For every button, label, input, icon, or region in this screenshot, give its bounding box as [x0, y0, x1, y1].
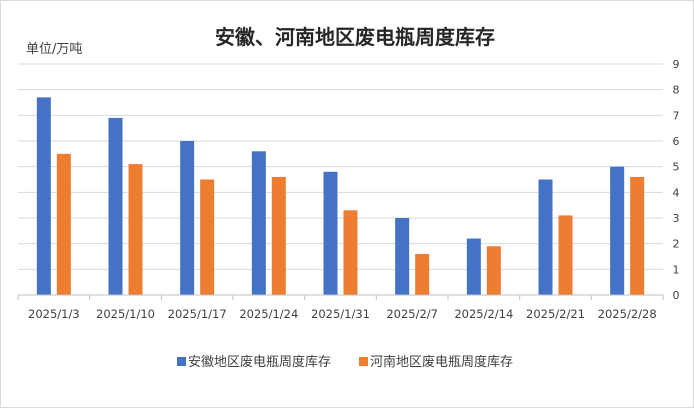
bars	[36, 97, 645, 296]
bar	[128, 164, 143, 295]
bar	[630, 176, 645, 295]
y-tick-label: 7	[673, 109, 680, 122]
bar	[538, 179, 553, 295]
x-tick-label: 2025/1/17	[168, 307, 227, 321]
legend: 安徽地区废电瓶周度库存 河南地区废电瓶周度库存	[177, 354, 513, 370]
x-tick-label: 2025/2/28	[598, 307, 657, 321]
bar	[610, 166, 625, 295]
bar	[486, 246, 501, 295]
bar	[56, 153, 71, 295]
unit-label: 单位/万吨	[26, 42, 82, 57]
bar	[466, 238, 481, 295]
y-tick-label: 3	[673, 212, 680, 225]
bar	[343, 210, 358, 295]
bar	[180, 141, 195, 295]
bar	[558, 215, 573, 295]
y-tick-label: 8	[673, 84, 680, 97]
x-tick-label: 2025/2/14	[454, 307, 513, 321]
y-axis-ticks: 0 1 2 3 4 5 6 7 8 9	[673, 58, 680, 302]
x-tick-label: 2025/2/7	[386, 307, 438, 321]
y-tick-label: 9	[673, 58, 680, 71]
chart-title: 安徽、河南地区废电瓶周度库存	[215, 25, 495, 49]
bar	[271, 176, 286, 295]
y-tick-label: 5	[673, 161, 680, 174]
gridlines	[18, 63, 663, 270]
bar	[323, 171, 338, 295]
y-tick-label: 0	[673, 289, 680, 302]
x-tick-label: 2025/1/10	[96, 307, 155, 321]
bar	[200, 179, 215, 295]
x-tick-label: 2025/2/21	[526, 307, 585, 321]
x-tick-label: 2025/1/31	[311, 307, 370, 321]
x-axis-labels: 2025/1/3 2025/1/10 2025/1/17 2025/1/24 2025/…	[28, 307, 657, 321]
y-tick-label: 1	[673, 263, 680, 276]
legend-label: 河南地区废电瓶周度库存	[370, 354, 513, 370]
x-tick-label: 2025/1/3	[28, 307, 80, 321]
bar	[415, 253, 430, 295]
bar	[36, 97, 51, 295]
legend-label: 安徽地区废电瓶周度库存	[188, 354, 331, 370]
bar	[251, 151, 266, 295]
y-tick-label: 6	[673, 135, 680, 148]
y-tick-label: 4	[673, 186, 680, 199]
legend-swatch	[177, 357, 186, 366]
legend-swatch	[359, 357, 368, 366]
x-axis-ticks	[17, 295, 664, 300]
bar	[108, 117, 123, 296]
y-tick-label: 2	[673, 238, 680, 251]
bar	[395, 218, 410, 295]
x-tick-label: 2025/1/24	[239, 307, 298, 321]
